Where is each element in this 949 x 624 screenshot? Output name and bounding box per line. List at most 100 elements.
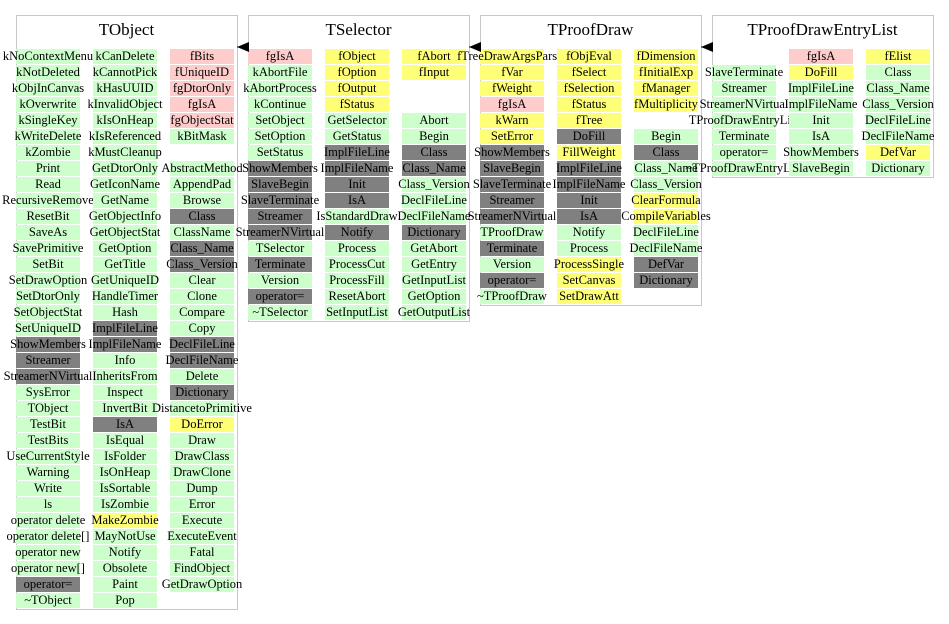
member-cell bbox=[557, 289, 621, 304]
member-name: Error bbox=[189, 497, 216, 511]
member-name: Execute bbox=[182, 513, 223, 527]
member-name: fOutput bbox=[338, 81, 377, 95]
member-cell bbox=[634, 129, 698, 144]
member-cell bbox=[93, 257, 157, 272]
member-cell bbox=[325, 97, 389, 112]
member-name: ~TProofDrawEntryList bbox=[685, 161, 803, 175]
member-name: operator= bbox=[720, 145, 769, 159]
member-cell bbox=[93, 529, 157, 544]
inherit-arrow bbox=[469, 42, 481, 52]
member-cell bbox=[789, 65, 853, 80]
member-cell bbox=[93, 385, 157, 400]
member-cell bbox=[789, 129, 853, 144]
member-name: kZombie bbox=[25, 145, 71, 159]
member-name: ~TProofDraw bbox=[477, 289, 547, 303]
member-name: fStatus bbox=[572, 97, 607, 111]
member-cell bbox=[402, 65, 466, 80]
member-cell bbox=[634, 177, 698, 192]
member-name: GetDtorOnly bbox=[92, 161, 159, 175]
member-name: Class_Version bbox=[166, 257, 238, 271]
member-cell bbox=[480, 49, 544, 64]
member-cell bbox=[170, 321, 234, 336]
member-name: SaveAs bbox=[29, 225, 67, 239]
member-cell bbox=[248, 273, 312, 288]
member-cell bbox=[634, 97, 698, 112]
member-name: Streamer bbox=[257, 209, 303, 223]
member-cell bbox=[16, 97, 80, 112]
member-name: GetDrawOption bbox=[162, 577, 243, 591]
member-cell bbox=[16, 305, 80, 320]
member-name: kHasUUID bbox=[97, 81, 154, 95]
member-name: TObject bbox=[28, 401, 69, 415]
member-cell bbox=[402, 193, 466, 208]
member-name: ShowMembers bbox=[783, 145, 859, 159]
member-name: GetStatus bbox=[333, 129, 382, 143]
member-name: fSelection bbox=[564, 81, 615, 95]
member-name: Clear bbox=[188, 273, 216, 287]
member-name: Notify bbox=[573, 225, 606, 239]
member-name: GetOption bbox=[408, 289, 462, 303]
member-name: Print bbox=[36, 161, 61, 175]
member-cell bbox=[93, 465, 157, 480]
member-cell bbox=[248, 81, 312, 96]
member-name: StreamerNVirtual bbox=[700, 97, 789, 111]
member-cell bbox=[170, 449, 234, 464]
class-title: TProofDrawEntryList bbox=[747, 20, 897, 39]
member-name: fgIsA bbox=[266, 49, 294, 63]
class-title: TSelector bbox=[325, 20, 391, 39]
member-name: SysError bbox=[26, 385, 71, 399]
member-name: Class_Version bbox=[862, 97, 934, 111]
member-cell bbox=[16, 481, 80, 496]
member-cell bbox=[480, 273, 544, 288]
member-name: kNoContextMenu bbox=[3, 49, 94, 63]
member-cell bbox=[16, 337, 80, 352]
member-name: IsA bbox=[348, 193, 366, 207]
member-cell bbox=[170, 417, 234, 432]
member-name: Abort bbox=[419, 113, 449, 127]
member-cell bbox=[557, 225, 621, 240]
member-cell bbox=[16, 193, 80, 208]
member-cell bbox=[170, 193, 234, 208]
member-cell bbox=[325, 161, 389, 176]
member-cell bbox=[789, 49, 853, 64]
member-name: kOverwrite bbox=[20, 97, 77, 111]
member-cell bbox=[557, 161, 621, 176]
member-name: FillWeight bbox=[562, 145, 616, 159]
member-name: MakeZombie bbox=[91, 513, 159, 527]
member-cell bbox=[16, 353, 80, 368]
member-name: Class bbox=[652, 145, 679, 159]
member-name: Warning bbox=[27, 465, 70, 479]
member-cell bbox=[402, 161, 466, 176]
member-cell bbox=[325, 241, 389, 256]
member-cell bbox=[16, 273, 80, 288]
member-name: fgObjectStat bbox=[170, 113, 234, 127]
member-name: fDimension bbox=[636, 49, 696, 63]
member-cell bbox=[16, 545, 80, 560]
member-cell bbox=[557, 81, 621, 96]
member-cell bbox=[170, 513, 234, 528]
member-name: Notify bbox=[109, 545, 142, 559]
member-cell bbox=[248, 305, 312, 320]
member-name: IsA bbox=[580, 209, 598, 223]
member-name: ShowMembers bbox=[242, 161, 318, 175]
member-cell bbox=[170, 81, 234, 96]
member-cell bbox=[248, 97, 312, 112]
member-name: TSelector bbox=[256, 241, 305, 255]
member-cell bbox=[480, 257, 544, 272]
member-cell bbox=[93, 449, 157, 464]
member-name: InvertBit bbox=[102, 401, 148, 415]
member-cell bbox=[712, 97, 776, 112]
member-cell bbox=[170, 433, 234, 448]
member-cell bbox=[93, 321, 157, 336]
member-name: kWriteDelete bbox=[15, 129, 82, 143]
member-cell bbox=[16, 401, 80, 416]
member-cell bbox=[634, 257, 698, 272]
member-name: kObjInCanvas bbox=[12, 81, 84, 95]
member-name: AppendPad bbox=[173, 177, 232, 191]
member-cell bbox=[866, 65, 930, 80]
member-cell bbox=[402, 273, 466, 288]
member-name: Process bbox=[570, 241, 608, 255]
member-cell bbox=[634, 81, 698, 96]
member-cell bbox=[634, 49, 698, 64]
member-name: kIsReferenced bbox=[89, 129, 162, 143]
